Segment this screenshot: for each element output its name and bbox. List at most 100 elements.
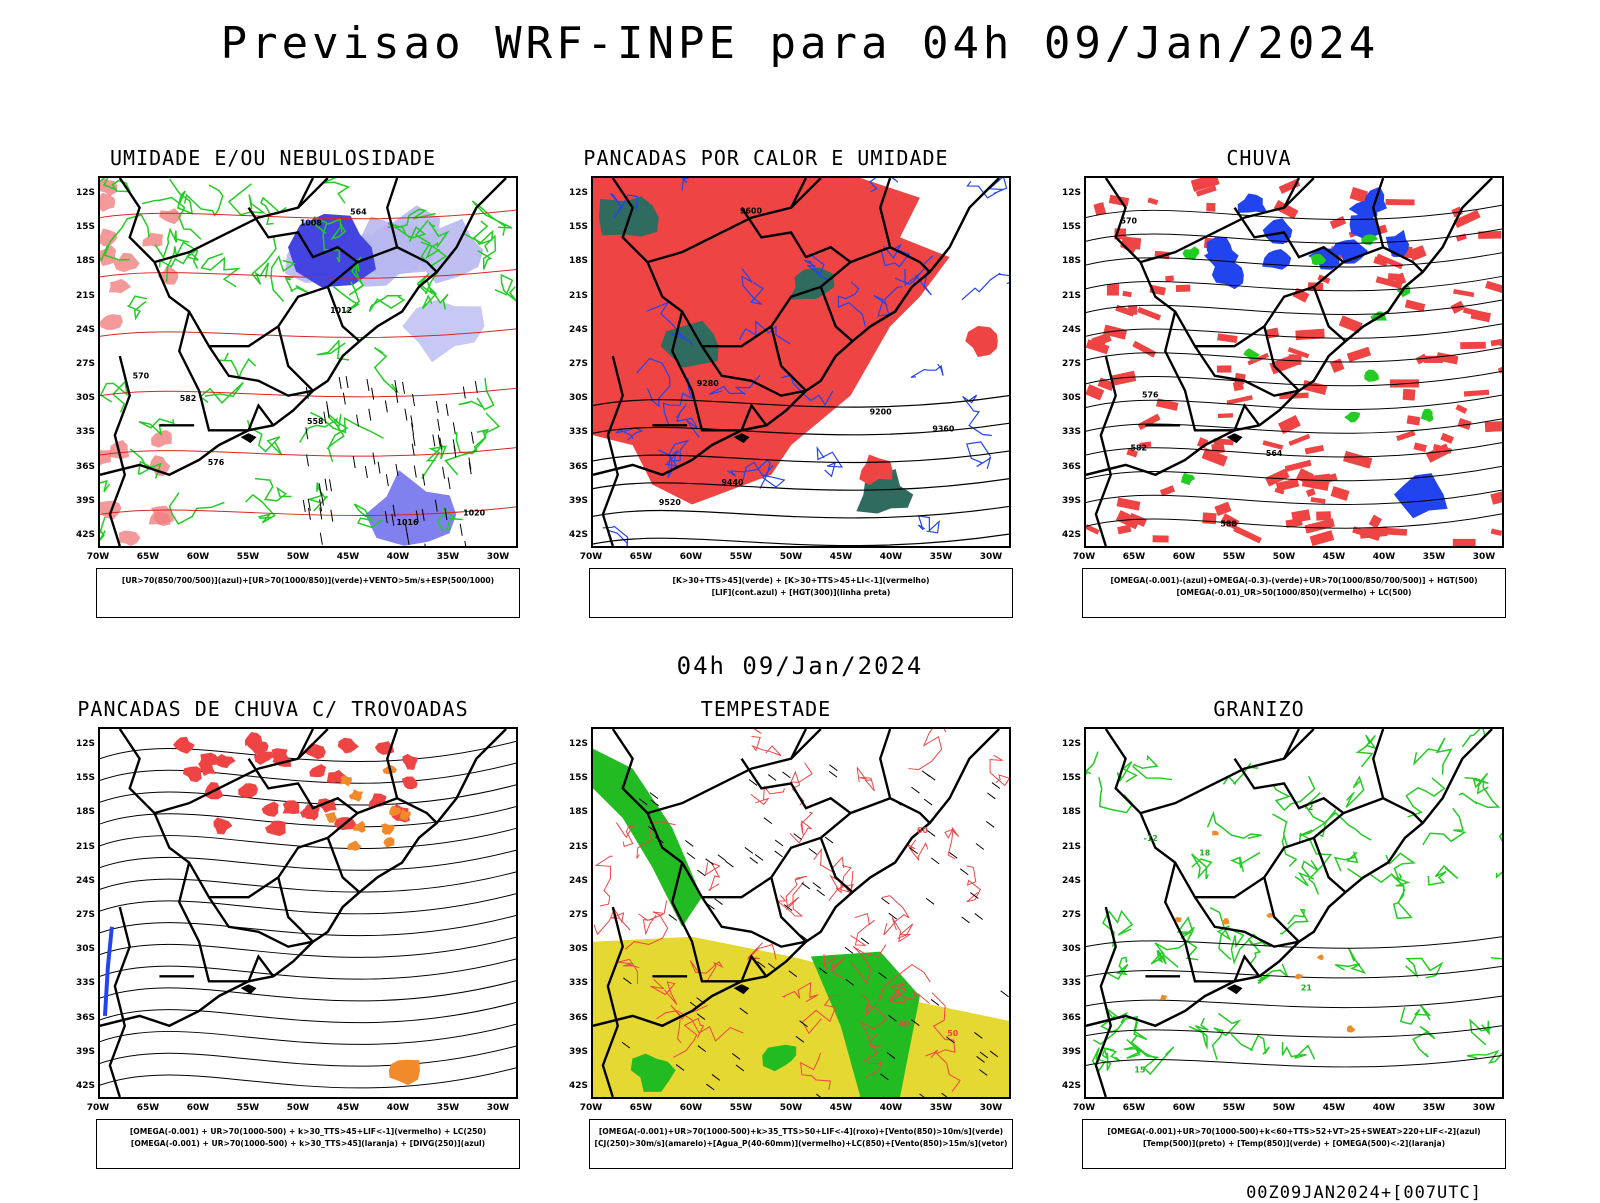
map-chuva: 582 576 570 564 588 — [1084, 176, 1504, 548]
omega-area-orange — [1211, 830, 1219, 836]
temp850-contour — [1458, 782, 1501, 809]
lat-tick-label: 15S — [75, 222, 95, 233]
wind-vector — [926, 829, 936, 837]
border-line — [1139, 246, 1384, 348]
rain-area-red — [1385, 199, 1415, 206]
temp850-contour — [1101, 1047, 1121, 1062]
lat-tick-label: 21S — [75, 841, 95, 852]
temp850-contour — [1412, 737, 1453, 775]
rain-area-red — [1478, 231, 1502, 239]
humidity-contour — [129, 448, 162, 479]
height-contour — [1086, 275, 1502, 292]
contour-label: 570 — [133, 372, 150, 381]
rain-area-red — [1175, 284, 1191, 292]
rain-area-red — [1139, 441, 1152, 448]
rain-area-green — [1310, 253, 1327, 266]
lon-tick-label: 65W — [136, 552, 160, 562]
humidity-area-low — [402, 299, 485, 363]
lif-contour — [880, 243, 911, 268]
map-svg: 582 576 570 564 588 — [1086, 178, 1502, 546]
temp850-contour — [1464, 772, 1489, 795]
rain-area-green — [1182, 246, 1200, 261]
lon-tick-label: 35W — [929, 552, 953, 562]
thunderstorm-area-red — [183, 766, 202, 783]
lat-tick-label: 39S — [75, 1046, 95, 1057]
humidity-contour — [100, 516, 106, 542]
lon-tick-label: 50W — [286, 1103, 310, 1113]
wind-vector — [330, 509, 334, 522]
wind-vector — [774, 850, 783, 858]
wind-vector — [829, 764, 838, 772]
border-line — [770, 326, 807, 392]
temp850-contour — [1294, 859, 1319, 887]
rain-area-red — [1375, 276, 1403, 290]
contour-label: 582 — [180, 394, 197, 403]
thunderstorm-area-orange — [389, 805, 402, 817]
rain-area-red — [1152, 535, 1169, 543]
rain-area-red — [1086, 339, 1110, 355]
water-contour — [888, 989, 930, 1004]
humidity-contour — [306, 482, 328, 512]
wind-vector — [970, 892, 979, 899]
lat-tick-label: 27S — [568, 359, 588, 369]
wind-vector — [410, 415, 414, 428]
rain-area-red — [1137, 413, 1161, 430]
temp850-contour — [1490, 957, 1502, 960]
lon-tick-label: 55W — [1222, 552, 1246, 562]
lon-tick-label: 35W — [436, 1103, 460, 1113]
contour-label: 564 — [1266, 449, 1283, 458]
contour-label: 1008 — [300, 219, 323, 228]
rain-area-red — [1295, 328, 1325, 341]
rain-area-red — [1352, 526, 1381, 542]
thickness-contour — [100, 447, 516, 457]
wind-vector — [974, 913, 984, 920]
contour-label: 21 — [1301, 984, 1312, 993]
rain-area-red — [1103, 324, 1128, 340]
lat-tick-label: 42S — [1061, 530, 1081, 540]
lat-tick-label: 24S — [1061, 324, 1081, 335]
humidity-contour — [333, 281, 361, 314]
wind-vector — [345, 376, 349, 389]
lat-tick-label: 36S — [1061, 1012, 1081, 1023]
lat-tick-label: 36S — [568, 461, 588, 472]
water-contour — [636, 821, 676, 859]
lif-contour — [966, 178, 1008, 199]
thunderstorm-area-red — [264, 820, 286, 837]
rain-area-red — [1091, 332, 1112, 348]
wind-vector — [793, 833, 802, 840]
wind-vector — [911, 1019, 920, 1027]
wind-vector — [415, 510, 419, 523]
rain-area-red — [1278, 415, 1301, 435]
rain-area-blue — [1211, 262, 1244, 290]
wind-vector — [404, 408, 408, 421]
contour-label: 564 — [350, 208, 367, 217]
rain-area-red — [1217, 413, 1234, 419]
contour-label: 9600 — [740, 207, 763, 216]
wind-vector — [675, 1064, 685, 1071]
border-line — [740, 207, 852, 264]
lif-contour — [602, 525, 629, 546]
rain-area-red — [1452, 538, 1476, 546]
wind-vector — [445, 403, 449, 416]
lon-tick-label: 40W — [386, 1103, 410, 1113]
panel-pancadas-calor: PANCADAS POR CALOR E UMIDADE 9600 9520 944… — [546, 146, 1013, 646]
lon-tick-label: 30W — [979, 1103, 1003, 1113]
wind-vector — [437, 418, 441, 431]
border-line — [1104, 178, 1315, 264]
wind-vector — [319, 499, 323, 512]
wind-vector — [356, 414, 360, 427]
lat-tick-label: 39S — [568, 1046, 588, 1057]
lon-tick-label: 50W — [286, 552, 310, 562]
temp850-contour — [1272, 775, 1316, 812]
rain-area-red — [1233, 525, 1262, 544]
thunderstorm-area-orange — [399, 808, 411, 821]
rain-area-red — [1206, 202, 1216, 212]
wind-vector — [302, 499, 306, 512]
lon-tick-label: 30W — [1472, 552, 1496, 562]
border-line — [819, 837, 854, 894]
humidity-contour — [299, 417, 345, 450]
panel-legend: [OMEGA(-0.001)-(azul)+OMEGA(-0.3)-(verde… — [1082, 568, 1506, 618]
lake — [733, 984, 750, 995]
border-line — [386, 729, 438, 824]
water-contour — [673, 1017, 705, 1058]
